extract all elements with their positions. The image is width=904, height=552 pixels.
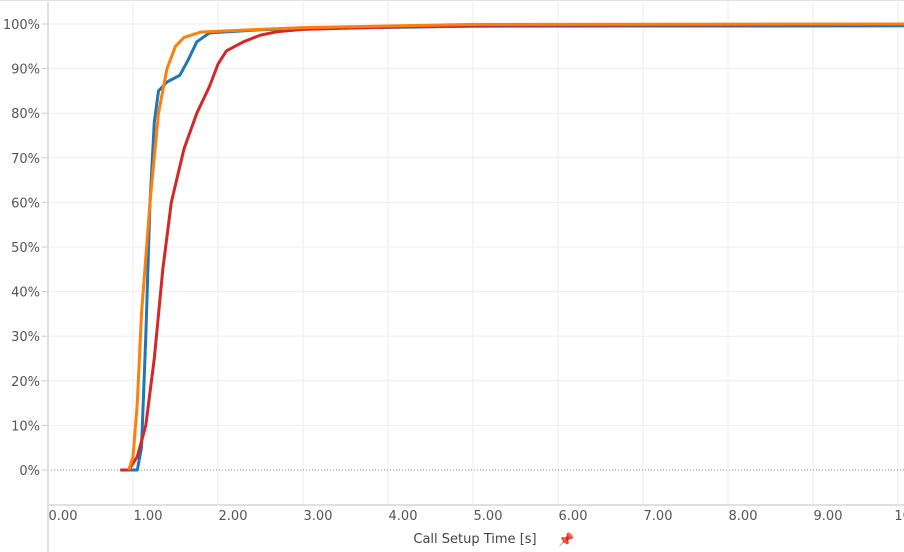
x-tick-label: 3.00 xyxy=(304,509,333,524)
y-tick-label: 10% xyxy=(11,419,40,434)
y-tick-label: 20% xyxy=(11,375,40,390)
x-tick-label: 4.00 xyxy=(389,509,418,524)
y-tick-label: 60% xyxy=(11,196,40,211)
pin-icon[interactable]: 📌 xyxy=(558,531,574,548)
series-line-1 xyxy=(120,22,904,472)
x-axis-label: Call Setup Time [s] xyxy=(413,532,536,547)
series-line-2 xyxy=(127,22,904,471)
x-tick-label: 2.00 xyxy=(219,509,248,524)
y-tick-label: 70% xyxy=(11,152,40,167)
y-tick-label: 50% xyxy=(11,241,40,256)
y-tick-label: 90% xyxy=(11,63,40,78)
y-tick-label: 40% xyxy=(11,286,40,301)
x-tick-label: 8.00 xyxy=(729,509,758,524)
x-tick-label: 5.00 xyxy=(474,509,503,524)
series-line-0 xyxy=(128,24,904,472)
y-tick-label: 30% xyxy=(11,330,40,345)
y-tick-label: 100% xyxy=(3,18,40,33)
y-tick-label: 0% xyxy=(19,464,40,479)
x-tick-label: 10.00 xyxy=(894,509,904,524)
x-tick-label: 0.00 xyxy=(49,509,78,524)
x-tick-label: 6.00 xyxy=(559,509,588,524)
x-tick-label: 1.00 xyxy=(134,509,163,524)
x-tick-label: 9.00 xyxy=(814,509,843,524)
y-tick-label: 80% xyxy=(11,107,40,122)
x-tick-label: 7.00 xyxy=(644,509,673,524)
